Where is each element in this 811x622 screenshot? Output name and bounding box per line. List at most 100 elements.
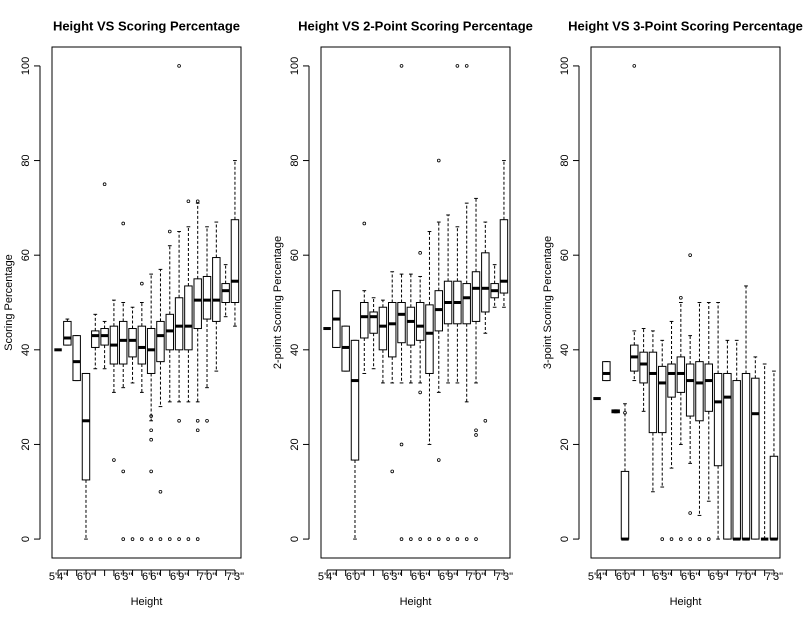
outlier	[688, 537, 692, 541]
box	[91, 330, 100, 348]
outlier	[436, 458, 441, 462]
x-tick-label: 6'3"	[383, 571, 401, 583]
outlier	[464, 537, 469, 541]
x-tick-label: 6'9"	[439, 571, 457, 583]
outlier	[436, 158, 441, 163]
plot-frame	[51, 46, 242, 559]
y-tick-label: 80	[289, 154, 301, 166]
x-tick-label: 5'4"	[588, 571, 606, 583]
box	[751, 377, 760, 540]
box	[378, 306, 388, 351]
x-tick-label: 6'9"	[170, 571, 188, 583]
outlier	[130, 537, 135, 541]
box	[230, 219, 240, 304]
x-tick-label: 6'0"	[346, 571, 364, 583]
outlier	[474, 537, 478, 541]
box	[388, 302, 397, 358]
outlier	[186, 199, 191, 204]
outlier	[623, 410, 627, 415]
outlier	[418, 251, 422, 255]
box	[732, 380, 741, 540]
outlier	[102, 182, 107, 187]
y-tick-label: 60	[559, 249, 571, 261]
box	[72, 335, 81, 382]
outlier	[697, 537, 702, 541]
x-tick-label: 6'0"	[616, 571, 634, 583]
outlier	[121, 469, 126, 474]
box	[193, 278, 202, 330]
y-tick-label: 80	[559, 154, 571, 166]
outlier	[121, 221, 126, 226]
outlier	[195, 418, 200, 423]
box	[769, 455, 779, 540]
box	[499, 219, 509, 294]
outlier	[418, 390, 422, 395]
box	[658, 365, 667, 434]
box	[741, 372, 751, 540]
outlier	[177, 418, 181, 423]
y-tick-label: 40	[289, 344, 301, 356]
outlier	[418, 537, 422, 541]
y-tick-label: 40	[559, 344, 571, 356]
outlier	[140, 281, 144, 286]
box	[137, 325, 147, 365]
outlier	[167, 229, 172, 234]
x-axis-label: Height	[400, 596, 432, 608]
box	[397, 302, 406, 344]
outlier	[195, 199, 200, 204]
box	[602, 361, 611, 382]
box	[695, 361, 704, 422]
y-tick-label: 20	[289, 438, 301, 450]
box	[667, 363, 676, 398]
x-tick-label: 6'6"	[411, 571, 429, 583]
x-tick-label: 7'0"	[198, 571, 216, 583]
outlier	[474, 428, 478, 433]
box	[202, 275, 212, 320]
outlier	[149, 428, 153, 433]
outlier	[679, 295, 683, 300]
outlier	[167, 537, 172, 541]
box	[685, 363, 695, 417]
x-tick-label: 7'3"	[226, 571, 244, 583]
outlier	[455, 64, 460, 68]
y-tick-label: 20	[559, 438, 571, 450]
box	[471, 271, 481, 322]
outlier	[149, 414, 153, 418]
outlier	[474, 433, 478, 437]
outlier	[427, 537, 432, 541]
outlier	[149, 469, 153, 474]
box	[63, 320, 72, 346]
outlier	[455, 537, 460, 541]
outlier	[195, 428, 200, 433]
outlier	[205, 418, 209, 423]
y-tick-label: 60	[20, 249, 32, 261]
plot-frame	[590, 46, 781, 559]
box	[360, 302, 369, 339]
box	[128, 328, 137, 358]
x-axis-label: Height	[131, 596, 163, 608]
outlier	[177, 64, 181, 68]
outlier	[112, 458, 116, 462]
box	[723, 372, 732, 540]
plot-frame	[320, 46, 511, 559]
outlier	[177, 537, 181, 541]
y-tick-label: 0	[559, 536, 571, 542]
box	[639, 351, 648, 384]
y-axis-label: 2-point Scoring Percentage	[272, 236, 284, 369]
box	[704, 363, 713, 412]
chart-title: Height VS 2-Point Scoring Percentage	[298, 18, 533, 33]
outlier	[688, 253, 692, 257]
outlier	[121, 537, 126, 541]
outlier	[195, 537, 200, 541]
outlier	[679, 537, 683, 541]
box	[620, 470, 630, 540]
x-tick-label: 6'9"	[709, 571, 727, 583]
y-tick-label: 0	[20, 536, 32, 542]
y-tick-label: 40	[20, 344, 32, 356]
outlier	[390, 469, 395, 474]
x-tick-label: 7'3"	[495, 571, 513, 583]
x-tick-label: 6'3"	[114, 571, 132, 583]
box	[406, 306, 416, 346]
y-axis-label: Scoring Percentage	[3, 254, 15, 351]
y-axis-label: 3-point Scoring Percentage	[542, 236, 554, 369]
